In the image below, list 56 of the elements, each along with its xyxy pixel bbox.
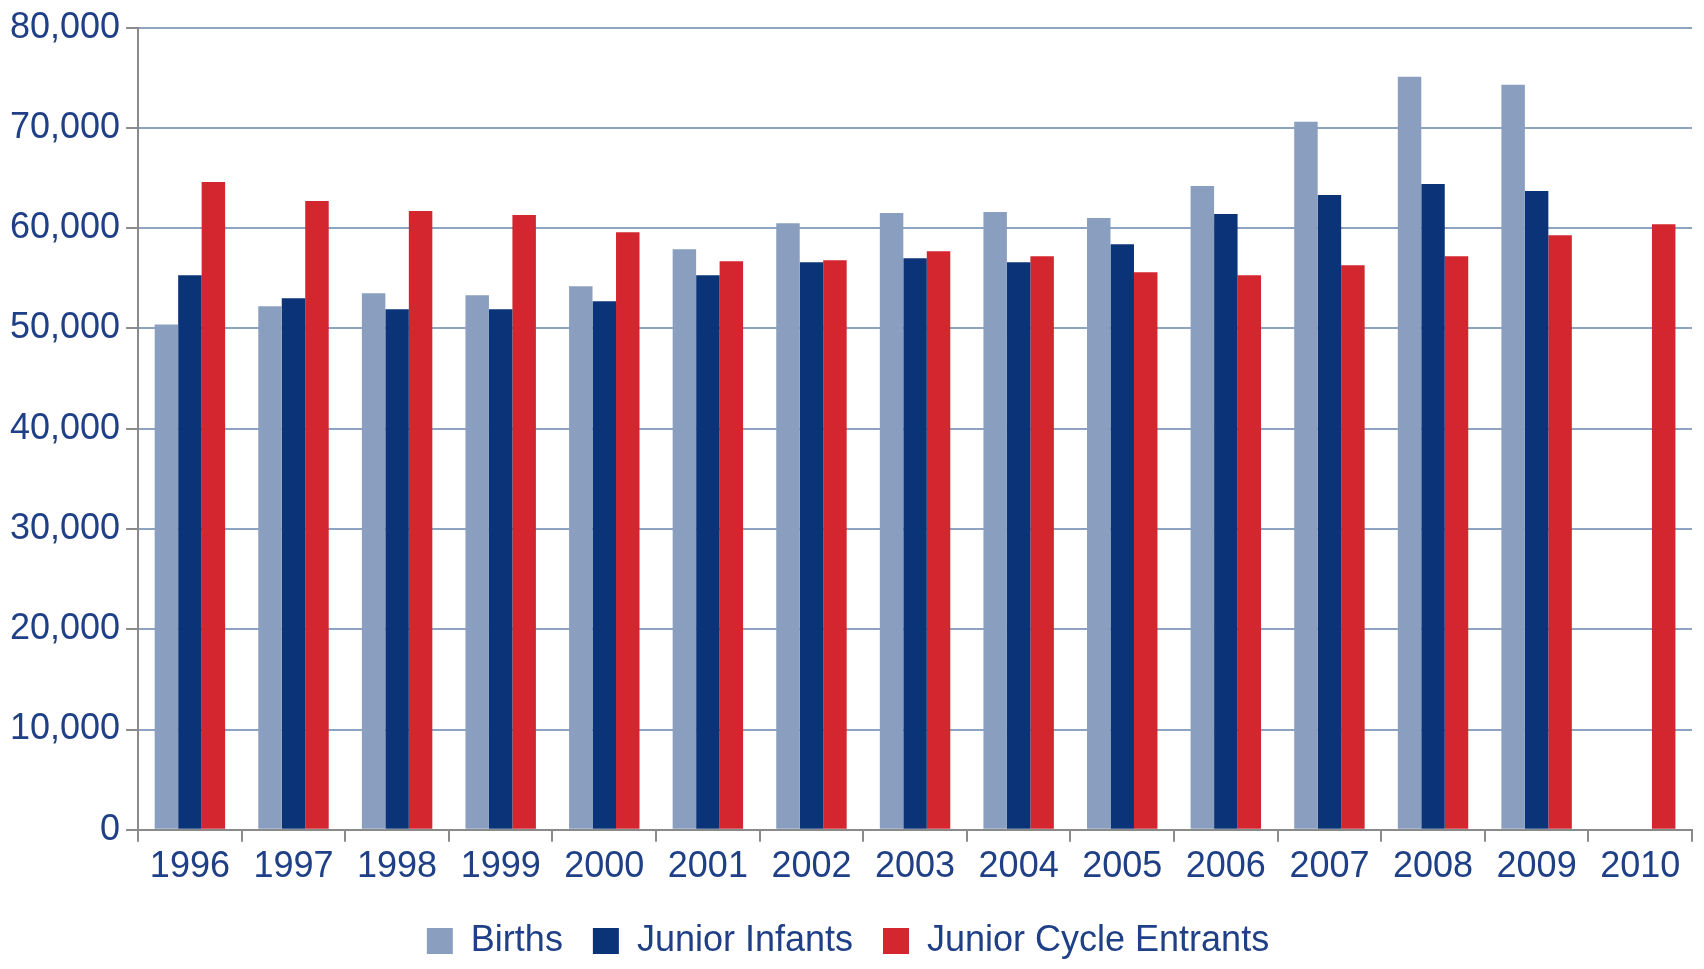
bar — [512, 215, 536, 829]
bar — [385, 309, 409, 829]
x-tick-label: 1996 — [149, 844, 230, 886]
bar — [1030, 256, 1054, 829]
x-tick-label: 2001 — [667, 844, 748, 886]
x-tick-label: 2010 — [1600, 844, 1681, 886]
legend-label: Junior Infants — [636, 917, 853, 959]
bar — [1317, 195, 1342, 829]
legend-label: Junior Cycle Entrants — [927, 917, 1270, 959]
y-tick-label: 80,000 — [10, 4, 121, 46]
bar — [696, 275, 720, 829]
x-tick-label: 1998 — [357, 844, 438, 886]
x-tick-label: 2003 — [875, 844, 956, 886]
bar — [1214, 214, 1238, 829]
legend-label: Births — [470, 917, 563, 959]
bar — [1341, 265, 1365, 829]
bar — [799, 262, 824, 829]
x-tick-label: 2007 — [1289, 844, 1370, 886]
bar — [1651, 224, 1676, 829]
x-tick-label: 1997 — [253, 844, 334, 886]
x-tick-label: 1999 — [460, 844, 541, 886]
y-tick-label: 40,000 — [10, 405, 121, 447]
y-tick-label: 30,000 — [10, 505, 121, 547]
x-tick-label: 2005 — [1082, 844, 1163, 886]
bar — [1548, 235, 1572, 829]
bar — [408, 211, 433, 829]
bar — [823, 260, 847, 829]
bar — [719, 261, 744, 829]
bar — [1524, 191, 1549, 829]
x-tick-label: 2006 — [1185, 844, 1266, 886]
bar — [178, 275, 202, 829]
x-tick-label: 2002 — [771, 844, 852, 886]
bar — [281, 298, 306, 829]
y-tick-label: 70,000 — [10, 104, 121, 146]
bar — [1444, 256, 1469, 829]
y-tick-label: 10,000 — [10, 706, 121, 748]
y-tick-label: 0 — [100, 806, 121, 848]
x-tick-label: 2004 — [978, 844, 1059, 886]
x-tick-label: 2000 — [564, 844, 645, 886]
bar — [488, 309, 513, 829]
bar — [201, 182, 226, 829]
bar — [926, 251, 951, 829]
y-tick-label: 50,000 — [10, 305, 121, 347]
y-tick-label: 60,000 — [10, 205, 121, 247]
bar — [1133, 272, 1158, 829]
x-tick-label: 2008 — [1392, 844, 1474, 886]
bar — [1110, 244, 1134, 829]
x-tick-label: 2009 — [1496, 844, 1577, 886]
bar — [1006, 262, 1031, 829]
bar — [592, 301, 617, 829]
y-tick-label: 20,000 — [10, 606, 121, 648]
bar — [1237, 275, 1262, 829]
bar — [1421, 184, 1445, 829]
bar — [305, 201, 329, 829]
bar — [616, 232, 640, 829]
bar — [903, 258, 927, 829]
